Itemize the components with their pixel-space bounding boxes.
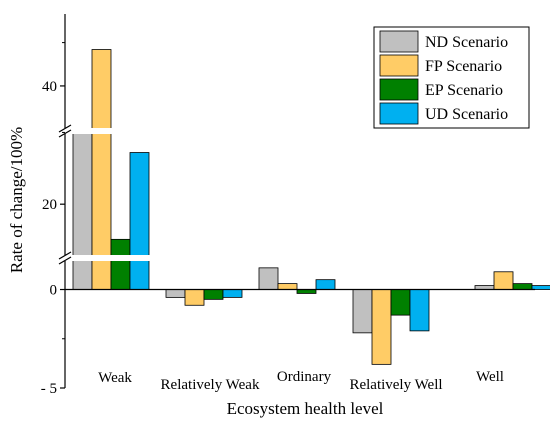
axis-break-upper-mark [58,129,72,138]
y-axis-label: Rate of change/100% [7,127,26,273]
axis-break-lower-mark [58,251,72,260]
x-axis-label: Ecosystem health level [227,399,384,418]
bar-weak-fp [91,49,112,290]
legend-label: UD Scenario [425,106,508,123]
bar-relatively-weak-ep [203,289,224,300]
bar-relatively-well-ud [409,289,430,332]
bar-ordinary-ud [315,279,336,290]
y-tick-label: 20 [42,197,57,213]
axis-break-upper-gap [58,128,158,134]
axis-break-upper-mark [58,124,72,133]
legend-swatch-fp [379,54,419,77]
x-tick-label: Weak [98,370,132,386]
x-tick-label: Relatively Well [349,377,442,393]
x-tick-label: Ordinary [277,369,332,385]
bar-weak-ud [129,152,150,290]
y-tick-label: 40 [42,79,57,95]
legend-label: FP Scenario [425,58,502,75]
y-ticks-group: - 5 0 20 40 [41,42,65,397]
legend-label: ND Scenario [425,34,508,51]
axis-break-lower-gap [58,255,158,261]
legend: ND Scenario FP Scenario EP Scenario UD Scen… [373,26,530,129]
bar-relatively-weak-ud [222,289,243,298]
bar-ordinary-nd [258,267,279,290]
bar-well-fp [493,271,514,290]
x-ticks-group: Weak Relatively Weak Ordinary Relatively We… [98,369,504,393]
axes-group [58,14,535,388]
bar-well-ep [512,283,533,290]
bar-relatively-well-nd [352,289,373,334]
bar-weak-nd [72,130,93,290]
axis-break-lower-mark [58,256,72,265]
y-tick-label: - 5 [41,381,57,397]
legend-label: EP Scenario [425,82,503,99]
y-tick-label: 0 [50,283,58,299]
legend-swatch-nd [379,30,419,53]
x-tick-label: Well [476,369,504,385]
bar-relatively-well-fp [371,289,392,365]
bar-relatively-well-ep [390,289,411,316]
x-tick-label: Relatively Weak [161,377,260,393]
bar-relatively-weak-nd [165,289,186,298]
bar-relatively-weak-fp [184,289,205,306]
legend-swatch-ep [379,78,419,101]
bar-weak-ep [110,238,131,290]
legend-swatch-ud [379,102,419,125]
bar-ordinary-fp [277,283,298,290]
bar-well-ud [531,285,550,290]
